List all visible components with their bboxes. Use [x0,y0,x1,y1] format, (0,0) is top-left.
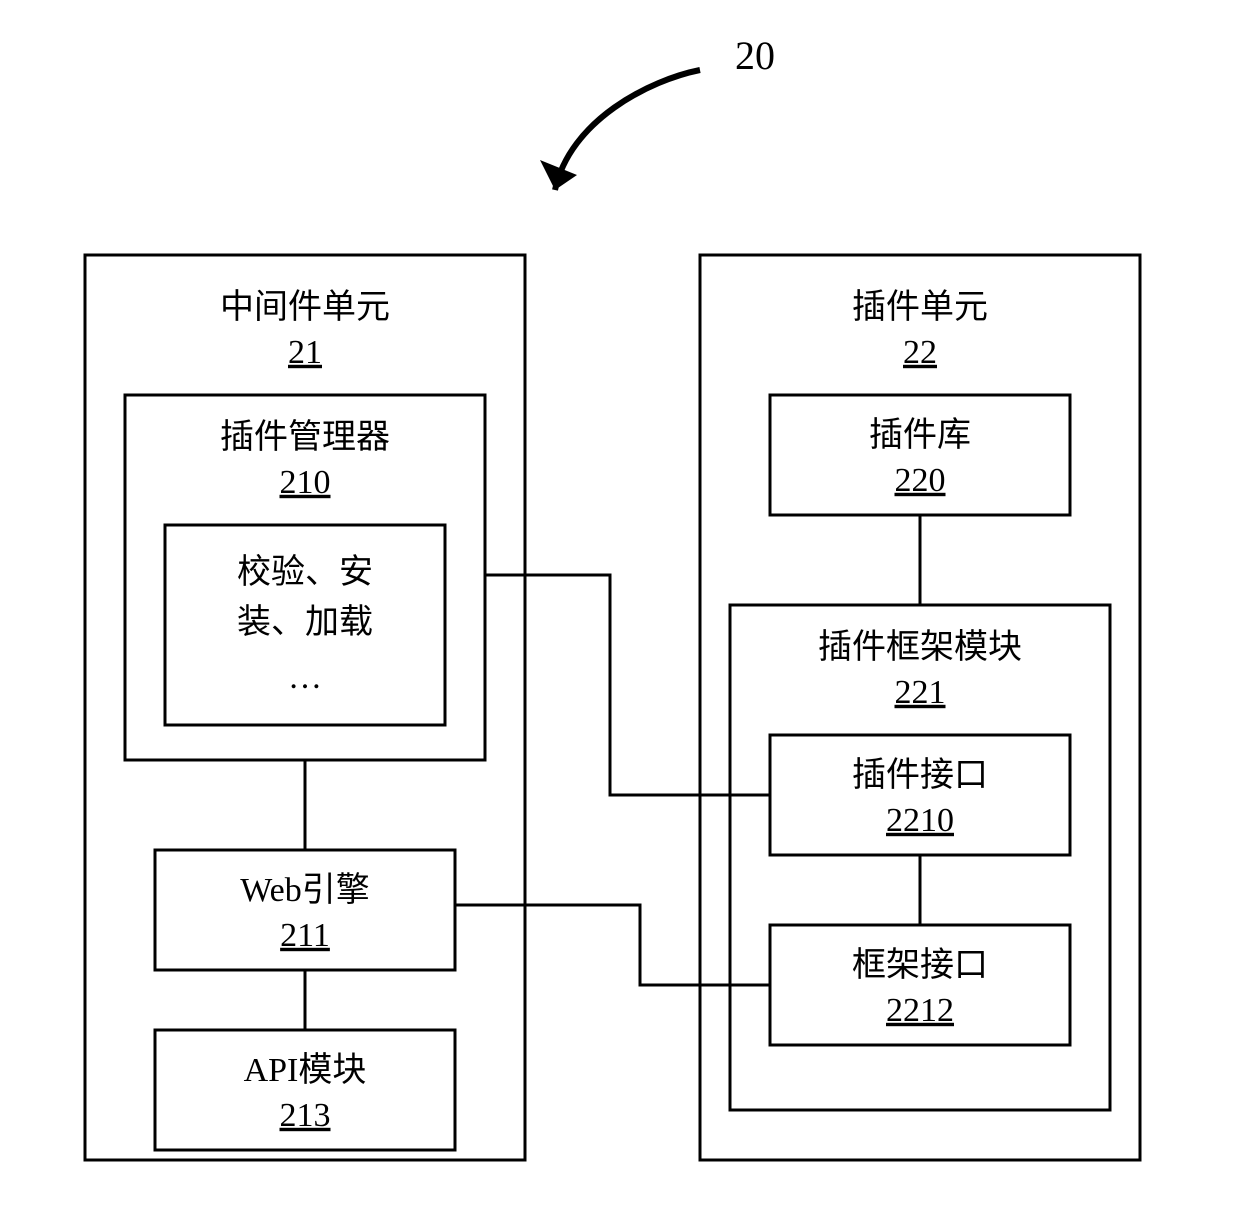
pointer-arrow-head [540,160,577,190]
figure-ref-number: 20 [735,33,775,78]
plugin-manager-ref: 210 [280,464,331,501]
framework-interface-ref: 2212 [886,992,954,1029]
web-engine-title: Web引擎 [240,871,369,909]
plugin-manager-title: 插件管理器 [220,418,390,456]
pointer-arrow [555,70,700,190]
plugin-unit-ref: 22 [903,334,937,371]
web-engine-ref: 211 [280,917,330,954]
plugin-library-ref: 220 [895,462,946,499]
plugin-unit-title: 插件单元 [852,288,988,326]
plugin-manager-functions-line-0: 校验、安 [237,553,373,591]
api-module-ref: 213 [280,1097,331,1134]
api-module-title: API模块 [244,1051,367,1089]
plugin-framework-ref: 221 [895,674,946,711]
plugin-interface-title: 插件接口 [852,756,988,794]
plugin-manager-functions-line-2: … [288,659,322,696]
plugin-library-title: 插件库 [869,416,971,454]
plugin-framework-title: 插件框架模块 [818,628,1022,666]
architecture-diagram: 20 中间件单元 21 插件管理器 210 校验、安装、加载 … Web引擎 211 API模块 2… [0,0,1240,1213]
plugin-interface-ref: 2210 [886,802,954,839]
plugin-manager-functions-line-1: 装、加载 [237,603,373,641]
middleware-unit-title: 中间件单元 [220,288,390,326]
middleware-unit-ref: 21 [288,334,322,371]
framework-interface-title: 框架接口 [852,946,988,984]
